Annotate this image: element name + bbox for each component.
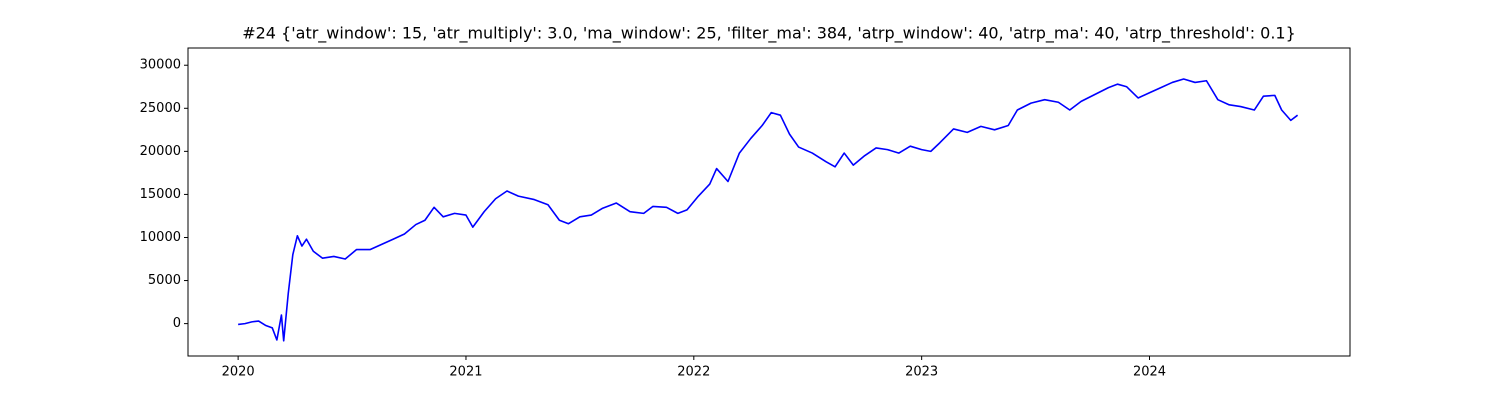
y-tick-label: 15000 (140, 187, 181, 202)
y-tick-label: 10000 (140, 230, 181, 245)
y-tick-label: 25000 (140, 101, 181, 116)
y-tick-label: 5000 (148, 273, 181, 288)
plot-frame (187, 47, 1351, 357)
x-tick-label: 2021 (449, 365, 482, 380)
y-tick-label: 0 (173, 316, 181, 331)
line (238, 78, 1299, 342)
chart-title: #24 {'atr_window': 15, 'atr_multiply': 3… (242, 24, 1296, 44)
x-tick-label: 2024 (1133, 365, 1166, 380)
y-tick-label: 20000 (140, 144, 181, 159)
x-tick-label: 2020 (222, 365, 255, 380)
x-tick-label: 2022 (677, 365, 710, 380)
x-tick-label: 2023 (905, 365, 938, 380)
y-tick-label: 30000 (140, 58, 181, 73)
